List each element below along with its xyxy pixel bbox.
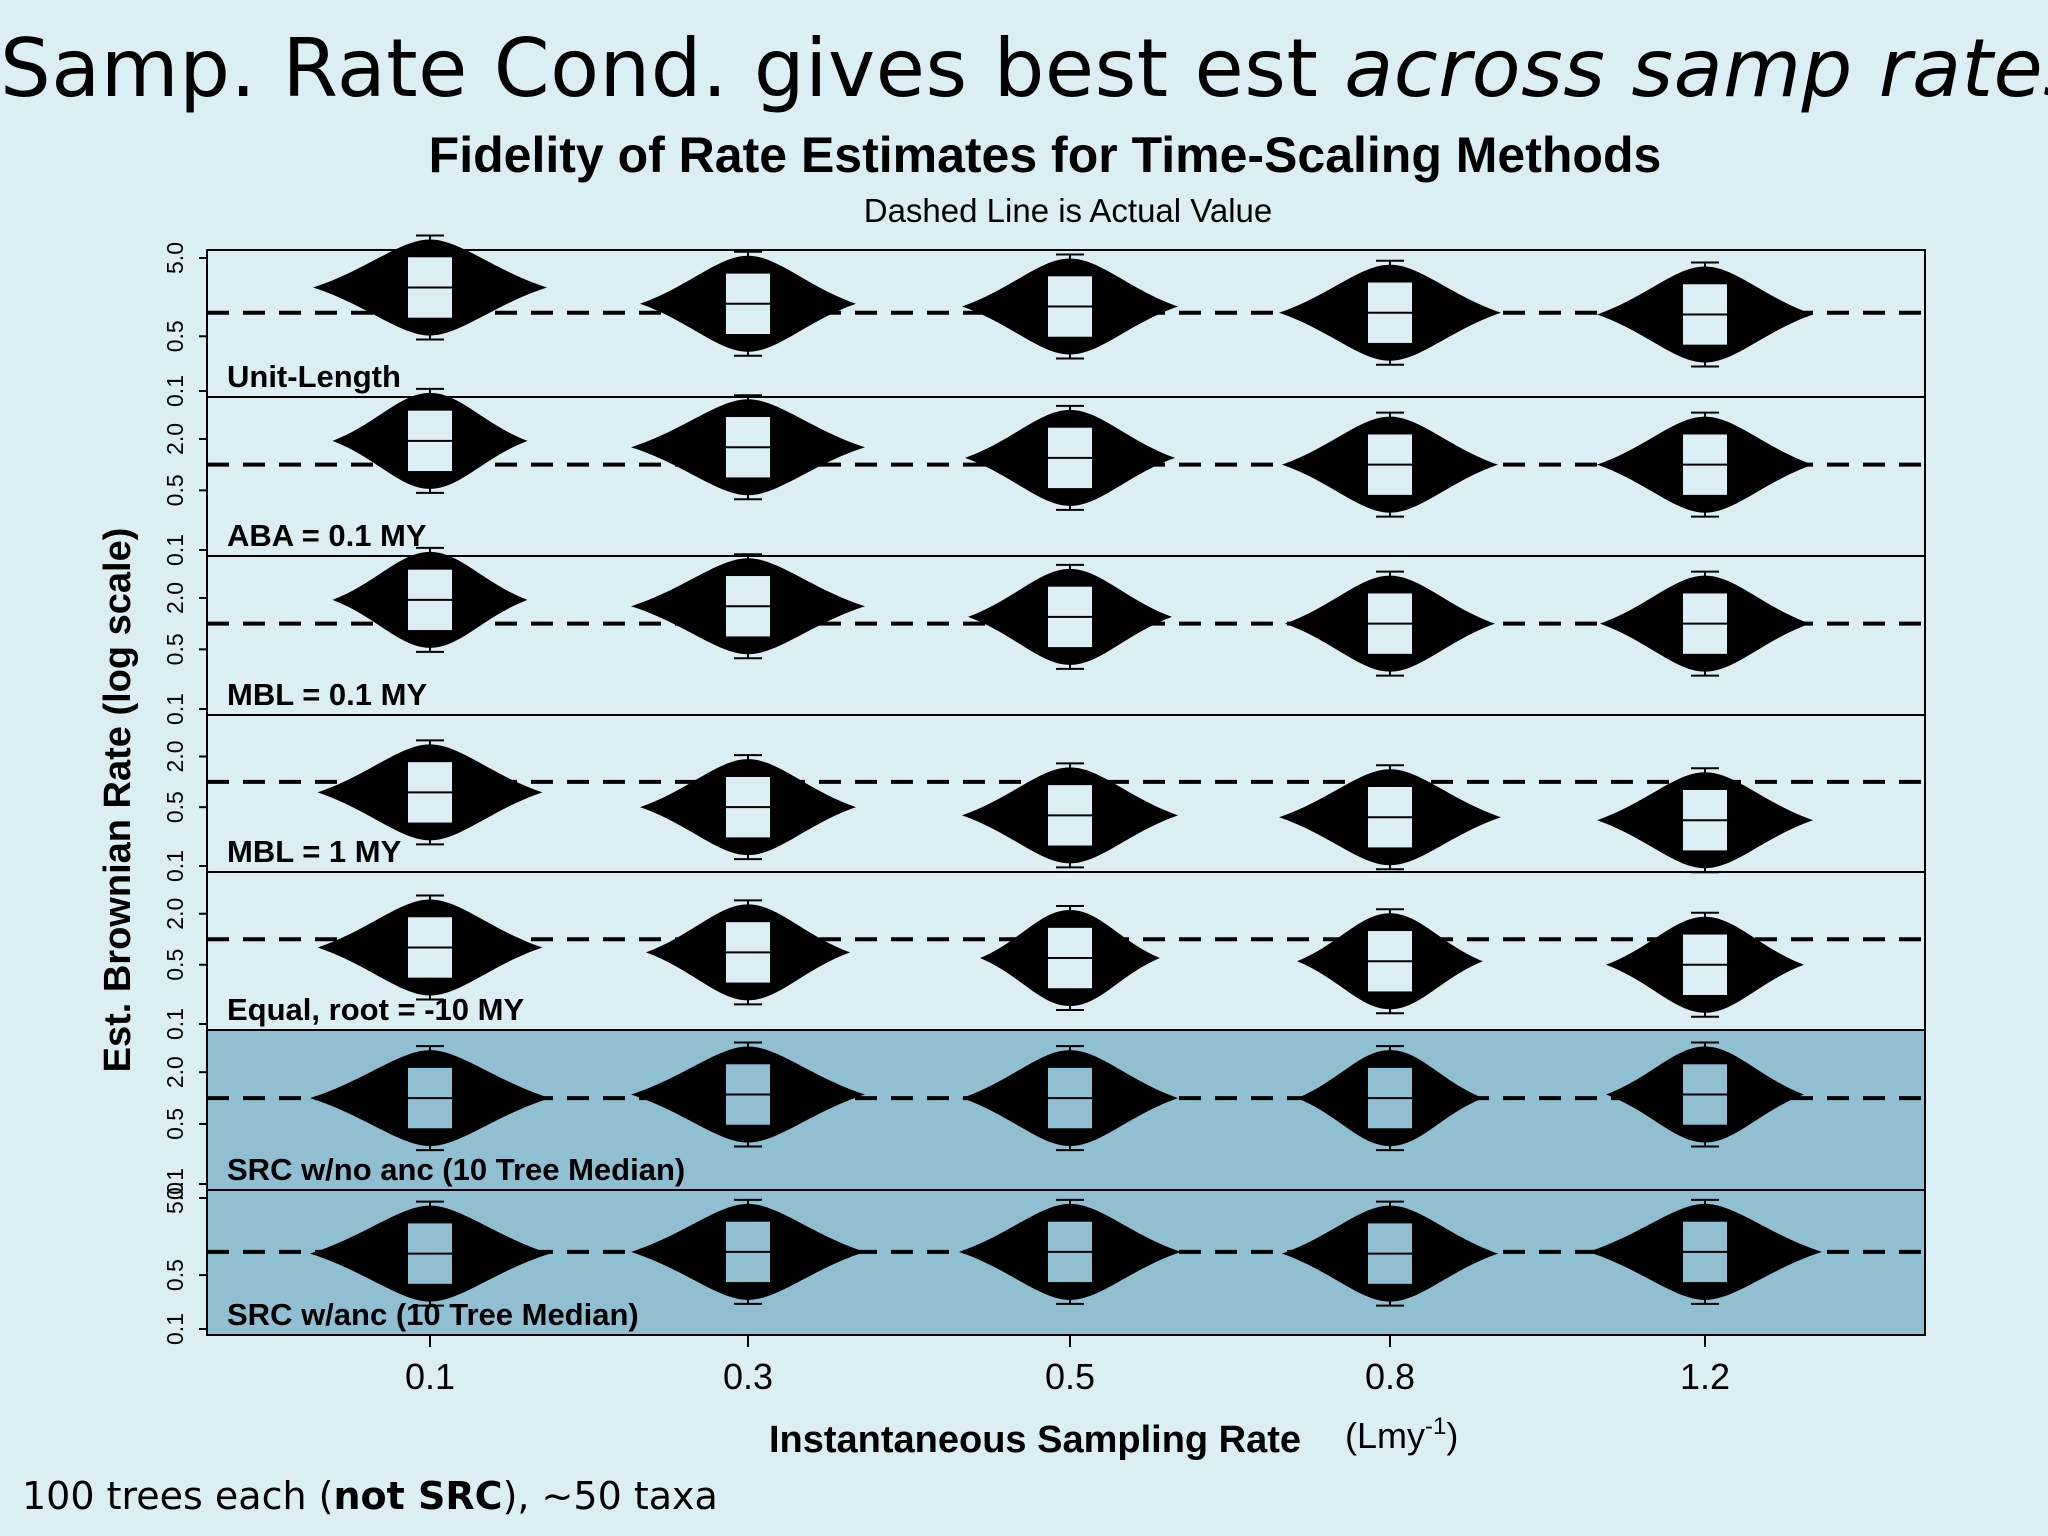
footnote-bold: not SRC	[333, 1474, 503, 1518]
footnote: 100 trees each (not SRC), ~50 taxa	[22, 1474, 718, 1518]
y-tick-label: 0.1	[162, 693, 188, 725]
footnote-post: ), ~50 taxa	[502, 1474, 718, 1518]
panel-6: 2.0 0.5 0.1 SRC w/no anc (10 Tree Median)	[162, 1029, 1926, 1200]
chart-subtitle: Dashed Line is Actual Value	[864, 192, 1273, 229]
x-axis-unit-close: )	[1446, 1415, 1458, 1456]
y-tick-label: 0.1	[162, 1313, 188, 1345]
x-axis-unit-base: (Lmy	[1345, 1415, 1425, 1456]
y-tick-label: 2.0	[162, 898, 188, 930]
x-tick-label: 0.3	[723, 1356, 773, 1397]
panel-2: 2.0 0.5 0.1 ABA = 0.1 MY	[162, 387, 1926, 566]
panel-label: SRC w/no anc (10 Tree Median)	[227, 1152, 685, 1187]
y-axis-label: Est. Brownian Rate (log scale)	[97, 528, 139, 1073]
y-tick-label: 0.1	[162, 1168, 188, 1200]
x-tick-label: 0.1	[405, 1356, 455, 1397]
panel-4: 2.0 0.5 0.1 MBL = 1 MY	[162, 714, 1926, 882]
x-tick-label: 0.5	[1045, 1356, 1095, 1397]
panel-1: 5.0 0.5 0.1 Unit-Length	[162, 234, 1926, 407]
y-tick-label: 0.5	[162, 320, 188, 352]
y-tick-label: 0.5	[162, 791, 188, 823]
y-tick-label: 2.0	[162, 741, 188, 773]
y-tick-label: 5.0	[162, 242, 188, 274]
panel-label: MBL = 1 MY	[227, 834, 402, 869]
panel-label: SRC w/anc (10 Tree Median)	[227, 1297, 639, 1332]
footnote-pre: 100 trees each (	[22, 1474, 334, 1518]
y-tick-label: 0.5	[162, 1108, 188, 1140]
panel-3: 2.0 0.5 0.1 MBL = 0.1 MY	[162, 546, 1926, 725]
panel-label: Equal, root = -10 MY	[227, 992, 524, 1027]
y-tick-label: 0.1	[162, 375, 188, 407]
x-axis-unit: (Lmy-1)	[1345, 1413, 1458, 1456]
x-axis: 0.1 0.3 0.5 0.8 1.2	[207, 1334, 1925, 1397]
slide-title-italic: across samp rates	[1344, 22, 2048, 115]
y-tick-label: 0.1	[162, 534, 188, 566]
panel-7: 5.0 0.5 0.1 SRC w/anc (10 Tree Median)	[162, 1182, 1926, 1345]
x-axis-unit-sup: -1	[1425, 1413, 1446, 1440]
slide-title-main: Samp. Rate Cond. gives best est	[0, 22, 1345, 115]
y-tick-label: 0.5	[162, 474, 188, 506]
y-tick-label: 0.1	[162, 1008, 188, 1040]
y-tick-label: 2.0	[162, 1056, 188, 1088]
y-tick-label: 0.5	[162, 949, 188, 981]
panel-label: ABA = 0.1 MY	[227, 518, 427, 553]
chart-title: Fidelity of Rate Estimates for Time-Scal…	[429, 127, 1662, 183]
x-tick-label: 0.8	[1365, 1356, 1415, 1397]
x-axis-label: Instantaneous Sampling Rate	[769, 1419, 1301, 1461]
panel-label: Unit-Length	[227, 359, 401, 394]
chart-panels: 5.0 0.5 0.1 Unit-Length 2.0 0.5 0.1 ABA = 0.1 M…	[162, 234, 1926, 1345]
y-tick-label: 0.5	[162, 1259, 188, 1291]
y-tick-label: 0.1	[162, 850, 188, 882]
y-tick-label: 5.0	[162, 1182, 188, 1214]
y-tick-label: 0.5	[162, 633, 188, 665]
y-tick-label: 2.0	[162, 582, 188, 614]
y-tick-label: 2.0	[162, 423, 188, 455]
x-tick-label: 1.2	[1680, 1356, 1730, 1397]
panel-label: MBL = 0.1 MY	[227, 677, 427, 712]
slide-title: Samp. Rate Cond. gives best est across s…	[0, 22, 2048, 115]
panel-5: 2.0 0.5 0.1 Equal, root = -10 MY	[162, 871, 1926, 1040]
